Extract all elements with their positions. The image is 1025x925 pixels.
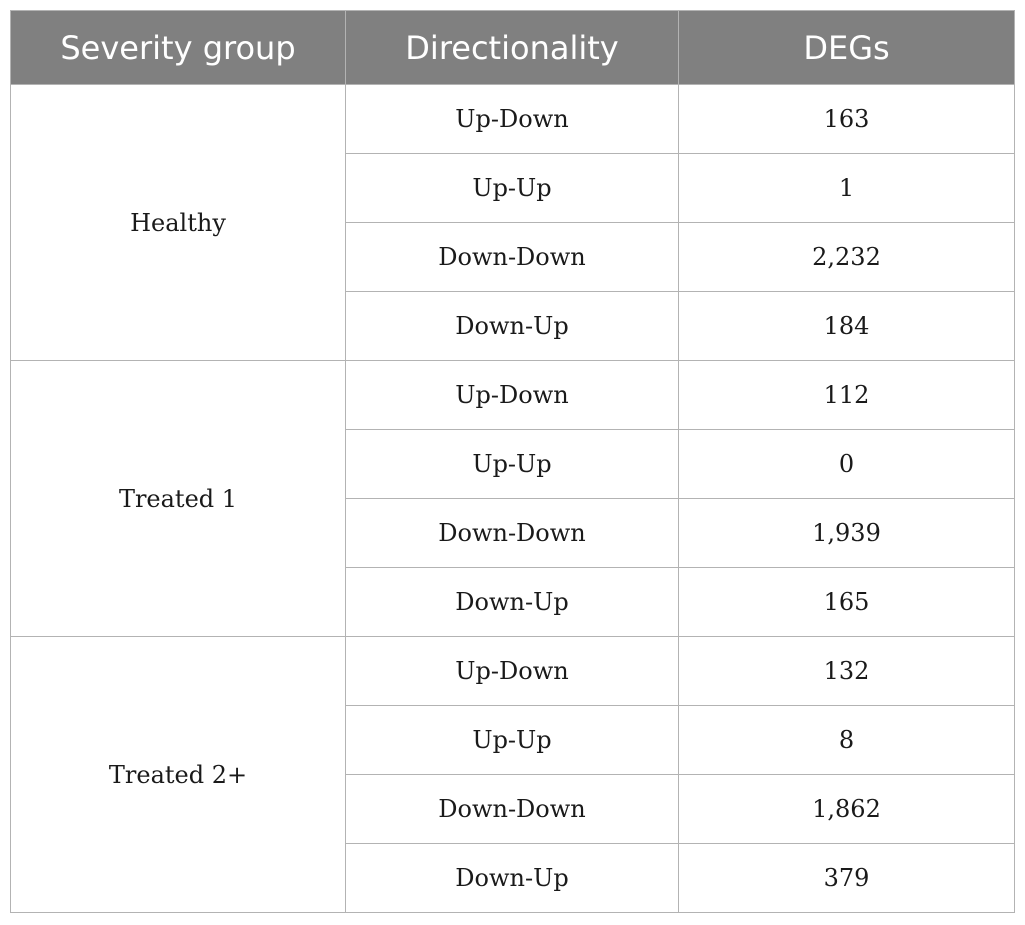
- degs-cell: 165: [678, 567, 1015, 637]
- table-row: Up-Up 0: [11, 429, 1015, 499]
- table-row: Up-Up 8: [11, 705, 1015, 775]
- directionality-cell: Down-Down: [345, 222, 679, 292]
- degs-cell: 379: [678, 843, 1015, 913]
- directionality-cell: Down-Up: [345, 843, 679, 913]
- directionality-cell: Up-Up: [345, 429, 679, 499]
- degs-cell: 184: [678, 291, 1015, 361]
- directionality-cell: Down-Down: [345, 498, 679, 568]
- table-body: Healthy Up-Down 163 Up-Up 1 Down-Down 2,…: [10, 84, 1015, 913]
- header-degs: DEGs: [678, 10, 1015, 85]
- degs-cell: 8: [678, 705, 1015, 775]
- degs-cell: 163: [678, 84, 1015, 154]
- table-row: Healthy Up-Down 163: [10, 84, 1015, 361]
- header-row: Severity group Directionality DEGs: [10, 10, 1015, 85]
- header-severity-group: Severity group: [10, 10, 346, 85]
- directionality-cell: Down-Up: [345, 291, 679, 361]
- degs-cell: 1,862: [678, 774, 1015, 844]
- directionality-cell: Up-Down: [345, 360, 679, 430]
- severity-group-cell: Treated 1: [10, 360, 346, 637]
- directionality-cell: Up-Up: [345, 705, 679, 775]
- degs-cell: 1: [678, 153, 1015, 223]
- table-header: Severity group Directionality DEGs: [10, 10, 1015, 85]
- table-row: Up-Up 1: [11, 153, 1015, 223]
- table-row: Down-Down 1,862: [11, 774, 1015, 844]
- degs-cell: 132: [678, 636, 1015, 706]
- directionality-cell: Up-Down: [345, 84, 679, 154]
- degs-cell: 0: [678, 429, 1015, 499]
- directionality-cell: Down-Down: [345, 774, 679, 844]
- table-row: Down-Up 165: [11, 567, 1015, 637]
- table-row: Treated 1 Up-Down 112: [10, 360, 1015, 637]
- table-row: Down-Down 1,939: [11, 498, 1015, 568]
- severity-group-cell: Healthy: [10, 84, 346, 361]
- table-row: Down-Up 379: [11, 843, 1015, 913]
- directionality-cell: Up-Down: [345, 636, 679, 706]
- table-row: Treated 2+ Up-Down 132: [10, 636, 1015, 913]
- header-directionality: Directionality: [345, 10, 679, 85]
- degs-cell: 2,232: [678, 222, 1015, 292]
- directionality-cell: Down-Up: [345, 567, 679, 637]
- degs-table: Severity group Directionality DEGs Healt…: [10, 10, 1015, 913]
- degs-cell: 112: [678, 360, 1015, 430]
- degs-table-container: Severity group Directionality DEGs Healt…: [10, 10, 1015, 913]
- directionality-cell: Up-Up: [345, 153, 679, 223]
- severity-group-cell: Treated 2+: [10, 636, 346, 913]
- table-row: Down-Down 2,232: [11, 222, 1015, 292]
- degs-cell: 1,939: [678, 498, 1015, 568]
